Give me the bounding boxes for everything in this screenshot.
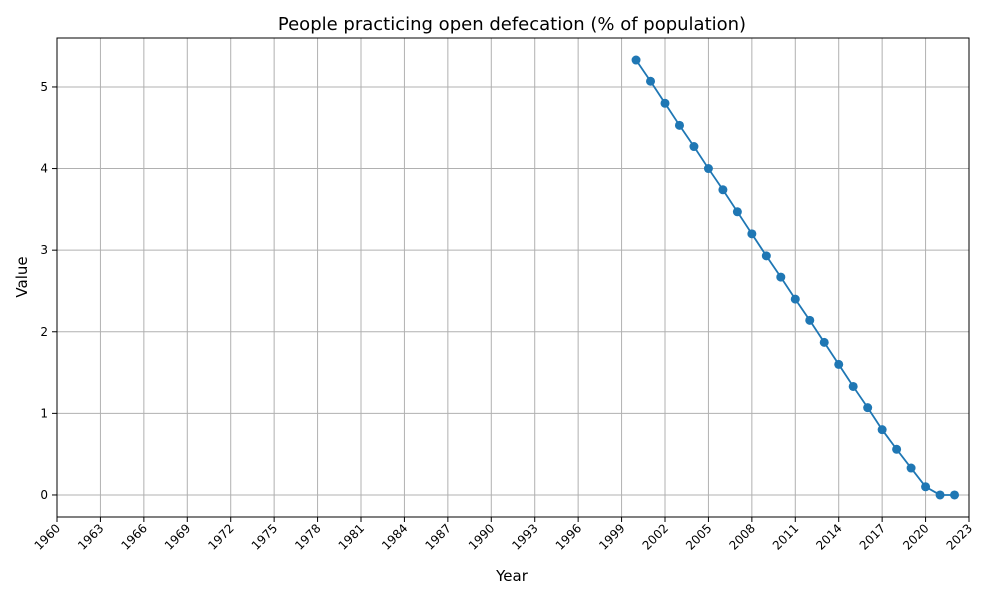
x-tick-label: 2002 [640, 521, 671, 552]
data-point [834, 359, 844, 369]
plot-frame [56, 37, 970, 518]
y-tick-label: 3 [40, 243, 48, 257]
x-tick-label: 2017 [857, 521, 888, 552]
x-tick-label: 1987 [422, 521, 453, 552]
data-point [921, 482, 931, 492]
y-tick-label: 5 [40, 80, 48, 94]
x-tick-label: 2014 [813, 521, 844, 552]
x-tick-label: 1975 [249, 521, 280, 552]
x-tick-label: 1999 [596, 521, 627, 552]
data-point [805, 315, 815, 325]
grid [56, 38, 970, 517]
data-point [776, 272, 786, 282]
data-point [689, 142, 699, 152]
data-point [935, 490, 945, 500]
data-point [674, 120, 684, 130]
x-axis-label: Year [495, 567, 529, 585]
x-tick-label: 1966 [118, 521, 149, 552]
x-tick-label: 1996 [553, 521, 584, 552]
y-tick-label: 4 [40, 162, 48, 176]
data-point [646, 76, 656, 86]
data-point [906, 463, 916, 473]
data-point [732, 207, 742, 217]
data-point [950, 490, 960, 500]
x-tick-label: 2020 [900, 521, 931, 552]
y-tick-label: 2 [40, 325, 48, 339]
data-point [819, 337, 829, 347]
y-tick-label: 0 [40, 488, 48, 502]
data-point [660, 98, 670, 108]
x-tick-label: 1993 [509, 521, 540, 552]
data-point [877, 425, 887, 435]
data-point [892, 444, 902, 454]
data-point [631, 55, 641, 65]
x-tick-label: 1981 [336, 521, 367, 552]
x-tick-label: 2011 [770, 521, 801, 552]
y-axis-label: Value [13, 256, 31, 297]
axis-ticks: 1960 1963 1966 1969 1972 1975 1978 1981 1984 1987… [32, 80, 975, 553]
chart-title: People practicing open defecation (% of … [278, 14, 746, 35]
data-point [863, 403, 873, 413]
y-tick-label: 1 [40, 406, 48, 420]
data-point [718, 185, 728, 195]
x-tick-label: 2023 [944, 521, 975, 552]
data-point [848, 381, 858, 391]
x-tick-label: 1963 [75, 521, 106, 552]
x-tick-label: 1990 [466, 521, 497, 552]
x-tick-label: 1972 [205, 521, 236, 552]
x-tick-label: 2008 [726, 521, 757, 552]
x-tick-label: 1978 [292, 521, 323, 552]
data-point [790, 294, 800, 304]
x-tick-label: 1969 [162, 521, 193, 552]
x-tick-label: 1960 [32, 521, 63, 552]
series [631, 55, 960, 500]
data-point [747, 229, 757, 239]
data-point [761, 251, 771, 261]
x-tick-label: 2005 [683, 521, 714, 552]
data-point [703, 164, 713, 174]
x-tick-label: 1984 [379, 521, 410, 552]
